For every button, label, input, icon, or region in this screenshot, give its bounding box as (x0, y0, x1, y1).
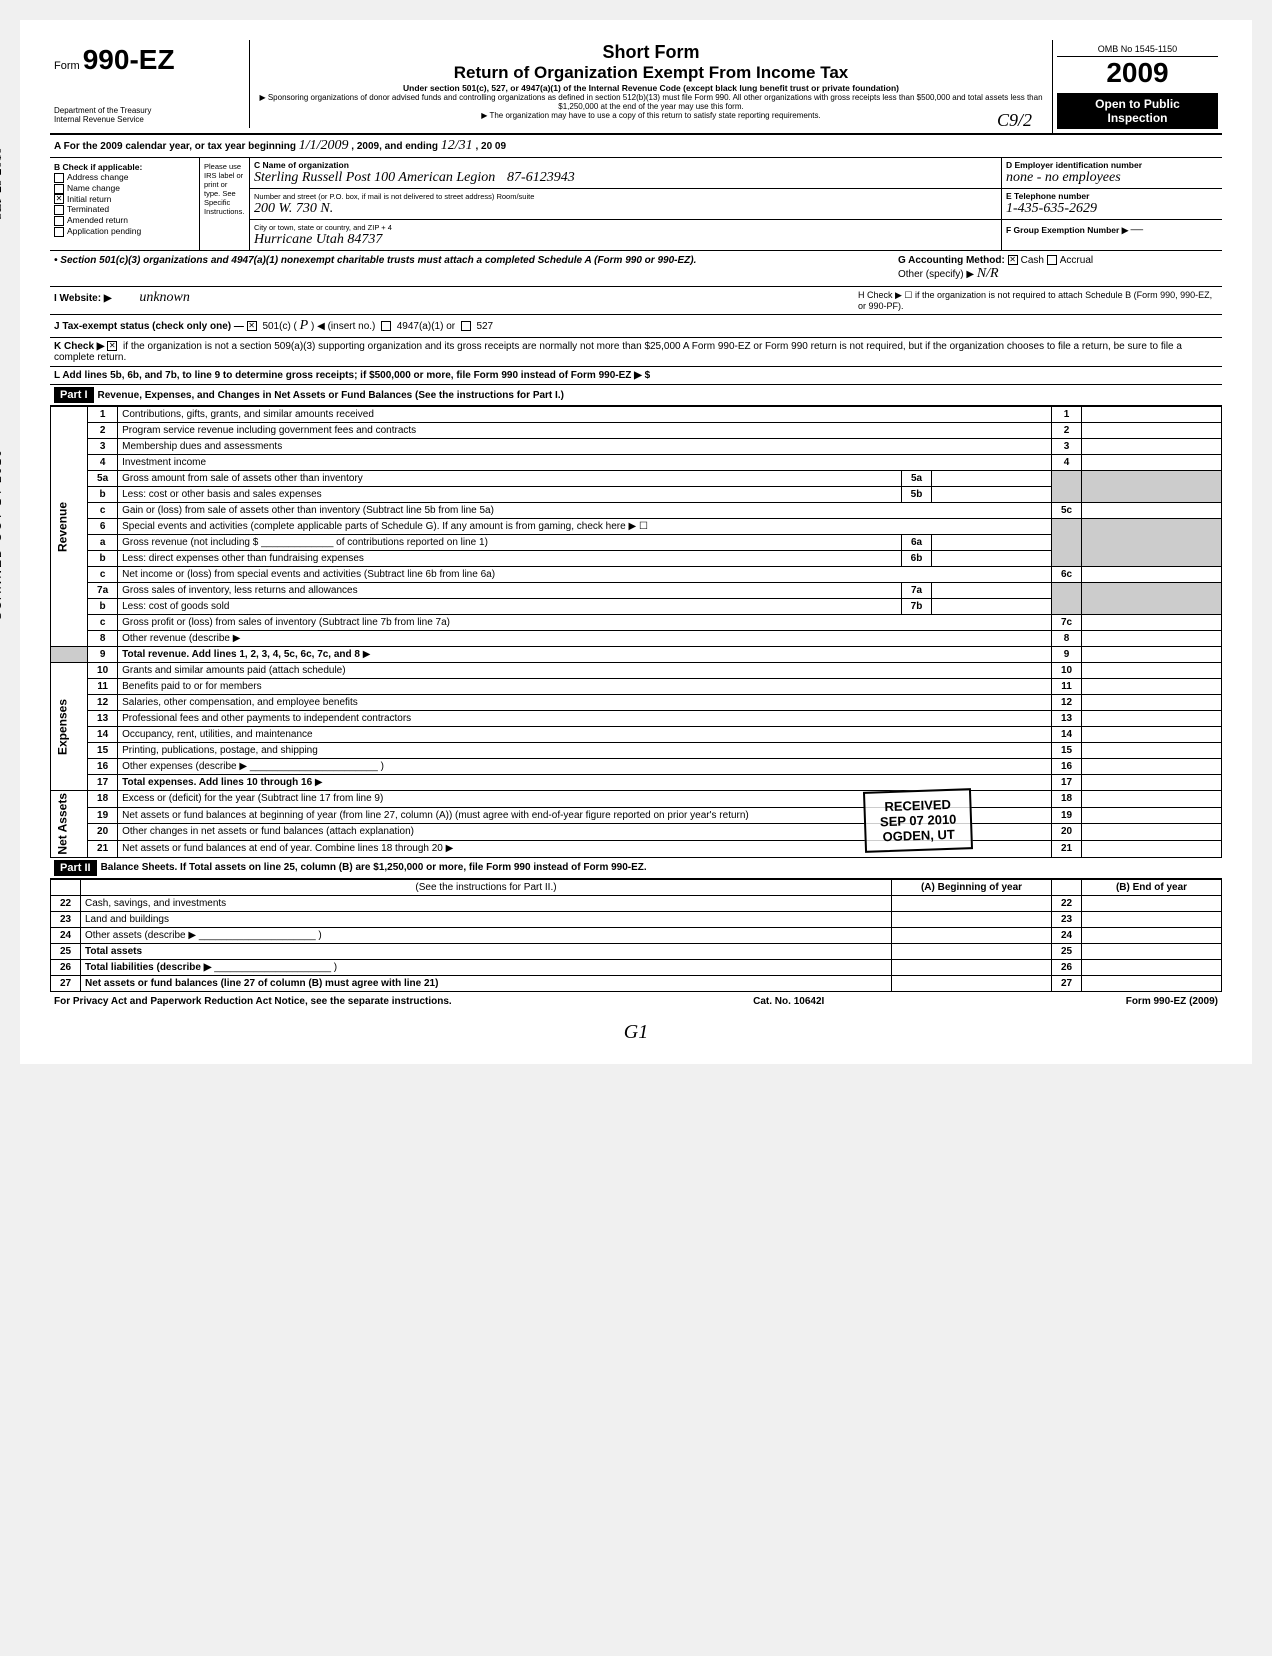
c-name-label: C Name of organization (254, 160, 349, 170)
org-address: 200 W. 730 N. (254, 201, 333, 216)
tax-year: 2009 (1057, 57, 1218, 89)
org-name: Sterling Russell Post 100 American Legio… (254, 170, 495, 185)
scribble-c92: C9/2 (997, 110, 1032, 131)
part-1-desc: Revenue, Expenses, and Changes in Net As… (94, 388, 568, 403)
4947-checkbox[interactable] (381, 321, 391, 331)
net-assets-vert-label: Net Assets (51, 791, 88, 858)
part-1-table: Revenue 1Contributions, gifts, grants, a… (50, 406, 1222, 858)
row-h-schedule-b: H Check ▶ ☐ if the organization is not r… (858, 290, 1218, 311)
year-box: OMB No 1545-1150 2009 Open to Public Ins… (1052, 40, 1222, 133)
row-i-website: I Website: ▶ unknown H Check ▶ ☐ if the … (50, 287, 1222, 315)
ein-midline: 87-6123943 (507, 170, 575, 185)
b-checkbox-5[interactable] (54, 227, 64, 237)
e-phone-val: 1-435-635-2629 (1006, 201, 1097, 216)
part-2-desc: Balance Sheets. If Total assets on line … (97, 860, 651, 875)
c-city-label: City or town, state or country, and ZIP … (254, 223, 392, 232)
form-header: Form 990-EZ Department of the Treasury I… (50, 40, 1222, 135)
k-checkbox[interactable]: ✕ (107, 341, 117, 351)
col-d-right: D Employer identification number none - … (1002, 158, 1222, 250)
col-b-checkboxes: B Check if applicable: Address changeNam… (50, 158, 200, 250)
b-item-label: Terminated (67, 204, 109, 214)
b-item-label: Amended return (67, 215, 128, 225)
b-checkbox-3[interactable] (54, 205, 64, 215)
omb-number: OMB No 1545-1150 (1057, 44, 1218, 57)
col-c-org-info: C Name of organization Sterling Russell … (250, 158, 1002, 250)
footer-cat: Cat. No. 10642I (753, 996, 824, 1007)
title-box: Short Form Return of Organization Exempt… (250, 40, 1052, 122)
row-l-gross-receipts: L Add lines 5b, 6b, and 7b, to line 9 to… (50, 367, 1222, 385)
dept-treasury: Department of the Treasury (54, 106, 245, 115)
b-item-label: Name change (67, 183, 120, 193)
form-number: 990-EZ (83, 44, 175, 75)
e-phone-label: E Telephone number (1006, 191, 1089, 201)
part-2-table: (See the instructions for Part II.) (A) … (50, 879, 1222, 992)
form-page: SEP 29 2010 SCANNED OCT 14 2010 Form 990… (20, 20, 1252, 1064)
footer-privacy: For Privacy Act and Paperwork Reduction … (54, 996, 452, 1007)
org-city: Hurricane Utah 84737 (254, 232, 382, 247)
b-checkbox-4[interactable] (54, 216, 64, 226)
part-2-label: Part II (54, 860, 97, 876)
accrual-checkbox[interactable] (1047, 255, 1057, 265)
return-title: Return of Organization Exempt From Incom… (256, 63, 1046, 83)
under-section: Under section 501(c), 527, or 4947(a)(1)… (256, 83, 1046, 93)
begin-date: 1/1/2009 (299, 138, 349, 153)
short-form-title: Short Form (256, 42, 1046, 63)
row-j-tax-status: J Tax-exempt status (check only one) — ✕… (50, 315, 1222, 338)
b-checkbox-0[interactable] (54, 173, 64, 183)
row-a-tax-year: A For the 2009 calendar year, or tax yea… (50, 135, 1222, 158)
scribble-g1: G1 (50, 1021, 1222, 1044)
footer-form: Form 990-EZ (2009) (1126, 996, 1218, 1007)
open-public: Open to Public Inspection (1057, 93, 1218, 129)
501c-checkbox[interactable]: ✕ (247, 321, 257, 331)
527-checkbox[interactable] (461, 321, 471, 331)
expenses-vert-label: Expenses (51, 663, 88, 791)
identity-grid: B Check if applicable: Address changeNam… (50, 158, 1222, 251)
section-501c3-note: • Section 501(c)(3) organizations and 49… (50, 251, 1222, 287)
c-addr-label: Number and street (or P.O. box, if mail … (254, 192, 534, 201)
f-group-val: — (1131, 222, 1143, 237)
may-use-note: ▶ The organization may have to use a cop… (256, 111, 1046, 120)
f-group-label: F Group Exemption Number ▶ (1006, 225, 1128, 235)
irs-label: Internal Revenue Service (54, 115, 245, 124)
part-1-label: Part I (54, 387, 94, 403)
b-checkbox-1[interactable] (54, 184, 64, 194)
form-label: Form (54, 60, 80, 72)
received-stamp: RECEIVED SEP 07 2010 OGDEN, UT (863, 788, 973, 853)
b-item-label: Application pending (67, 226, 141, 236)
d-ein-val: none - no employees (1006, 170, 1121, 185)
revenue-vert-label: Revenue (51, 407, 88, 647)
sponsor-note: ▶ Sponsoring organizations of donor advi… (256, 93, 1046, 111)
row-k-check: K Check ▶ ✕ if the organization is not a… (50, 338, 1222, 367)
part-1-header-row: Part I Revenue, Expenses, and Changes in… (50, 385, 1222, 406)
side-stamp-1: SEP 29 2010 (0, 147, 6, 220)
b-item-label: Address change (67, 172, 128, 182)
end-date: 12/31 (441, 138, 473, 153)
d-ein-label: D Employer identification number (1006, 160, 1142, 170)
side-stamp-2: SCANNED OCT 14 2010 (0, 448, 4, 620)
footer: For Privacy Act and Paperwork Reduction … (50, 992, 1222, 1011)
cash-checkbox[interactable]: ✕ (1008, 255, 1018, 265)
website-val: unknown (139, 290, 190, 305)
form-number-box: Form 990-EZ Department of the Treasury I… (50, 40, 250, 128)
b-checkbox-2[interactable]: ✕ (54, 194, 64, 204)
irs-label-instructions: Please use IRS label or print or type. S… (200, 158, 250, 250)
b-item-label: Initial return (67, 194, 111, 204)
part-2-header-row: Part II Balance Sheets. If Total assets … (50, 858, 1222, 879)
